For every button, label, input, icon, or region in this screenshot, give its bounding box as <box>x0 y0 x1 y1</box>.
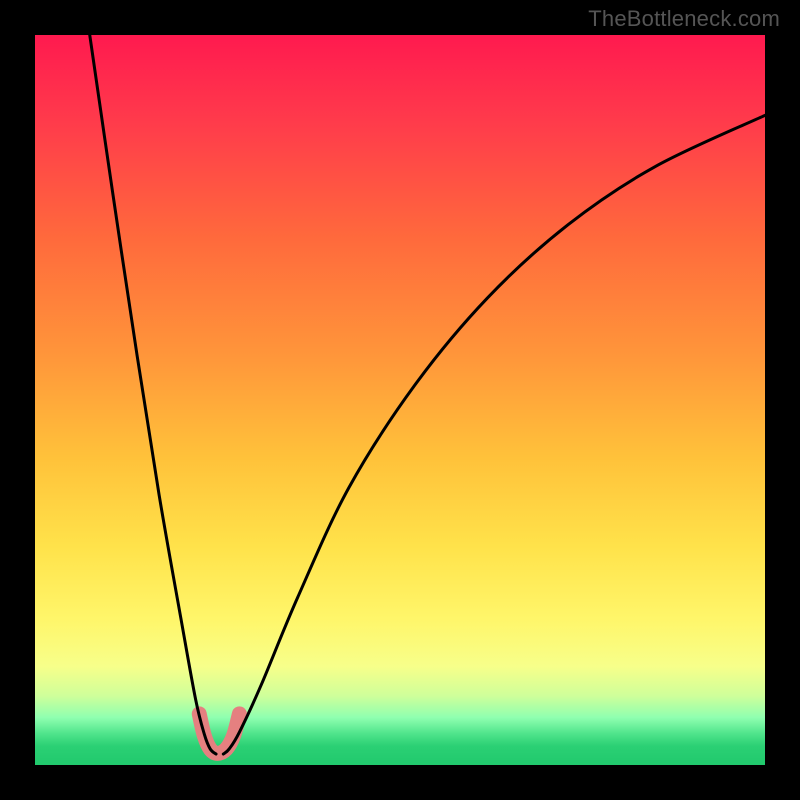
curve-layer <box>35 35 765 765</box>
outer-frame: TheBottleneck.com <box>0 0 800 800</box>
curve-left <box>90 35 216 754</box>
watermark-text: TheBottleneck.com <box>588 6 780 32</box>
curve-right <box>223 115 765 754</box>
plot-area <box>35 35 765 765</box>
